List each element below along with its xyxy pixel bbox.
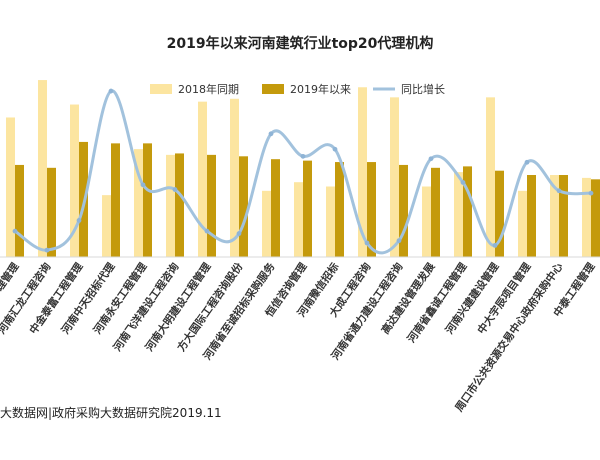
legend-2018-item: 2018年同期 <box>150 82 239 96</box>
legend-2018-label: 2018年同期 <box>178 82 239 96</box>
bar-2019-14 <box>463 166 472 257</box>
bar-2018-15 <box>486 97 495 257</box>
bar-2018-4 <box>134 149 143 257</box>
bar-2018-1 <box>38 80 47 257</box>
growth-point-11 <box>364 240 370 246</box>
growth-point-18 <box>588 190 594 196</box>
bar-2019-3 <box>111 143 120 257</box>
growth-point-3 <box>108 88 114 94</box>
bar-2018-3 <box>102 195 111 257</box>
growth-point-4 <box>140 182 146 188</box>
legend-2019-item: 2019年以来 <box>262 82 351 96</box>
growth-point-14 <box>460 180 466 185</box>
bar-2019-15 <box>495 170 504 257</box>
growth-point-2 <box>76 218 82 223</box>
bar-2018-0 <box>6 117 15 257</box>
growth-point-17 <box>556 188 562 194</box>
legend-2019-label: 2019年以来 <box>290 82 351 96</box>
bar-2019-12 <box>399 164 408 257</box>
legend-2018-swatch <box>150 84 172 94</box>
growth-point-0 <box>12 228 18 234</box>
growth-point-1 <box>44 247 50 253</box>
growth-point-9 <box>300 153 306 159</box>
bar-2018-10 <box>326 186 335 257</box>
bar-2019-1 <box>47 167 56 257</box>
bar-2018-2 <box>70 104 79 258</box>
growth-point-6 <box>204 228 210 234</box>
bar-2018-14 <box>454 172 463 257</box>
bar-2019-10 <box>335 162 344 257</box>
bar-2019-9 <box>303 160 312 257</box>
bar-2019-18 <box>591 179 600 257</box>
legend-2019-swatch <box>262 84 284 94</box>
bar-2019-7 <box>239 156 248 257</box>
bar-2018-18 <box>582 177 591 257</box>
bar-2019-5 <box>175 153 184 257</box>
bar-2018-12 <box>390 97 399 257</box>
growth-point-5 <box>172 187 178 192</box>
series-2018-bars <box>6 80 591 258</box>
bar-2019-6 <box>207 154 216 257</box>
bar-2018-17 <box>550 175 559 257</box>
bar-2019-0 <box>15 164 24 257</box>
bar-2019-17 <box>559 175 568 257</box>
bar-2019-4 <box>143 143 152 257</box>
series-2019-bars <box>15 141 600 257</box>
bar-2019-8 <box>271 159 280 257</box>
bar-2019-13 <box>431 167 440 257</box>
legend-growth-item: 同比增长 <box>373 82 445 96</box>
x-tick-label-0: 理管理 <box>0 260 22 294</box>
growth-point-13 <box>428 156 434 162</box>
growth-point-7 <box>236 231 242 236</box>
bar-2018-7 <box>230 98 239 258</box>
bar-2018-6 <box>198 101 207 258</box>
series-growth-line <box>12 88 594 255</box>
source-note: 大数据网|政府采购大数据研究院2019.11 <box>0 406 222 420</box>
legend-growth-label: 同比增长 <box>401 82 445 96</box>
bar-2018-11 <box>358 87 367 257</box>
bar-2019-16 <box>527 175 536 257</box>
bar-2018-8 <box>262 190 271 257</box>
legend: 2018年同期 2019年以来 同比增长 <box>150 82 445 96</box>
bar-2018-16 <box>518 190 527 257</box>
growth-point-15 <box>492 242 498 248</box>
bar-2018-5 <box>166 154 175 257</box>
x-axis-labels: 理管理河南汇龙工程咨询中金泰富工程管理河南中天招标代理河南永安工程管理河南飞洋建… <box>0 260 598 414</box>
growth-point-10 <box>332 146 338 152</box>
chart-title: 2019年以来河南建筑行业top20代理机构 <box>167 35 434 52</box>
growth-point-12 <box>396 238 402 244</box>
bar-2018-13 <box>422 186 431 257</box>
growth-point-8 <box>268 131 274 137</box>
bar-2019-11 <box>367 162 376 257</box>
growth-point-16 <box>524 159 530 165</box>
x-tick-label-14: 河南省鑫诚工程管理 <box>405 260 470 345</box>
bar-2018-9 <box>294 182 303 257</box>
